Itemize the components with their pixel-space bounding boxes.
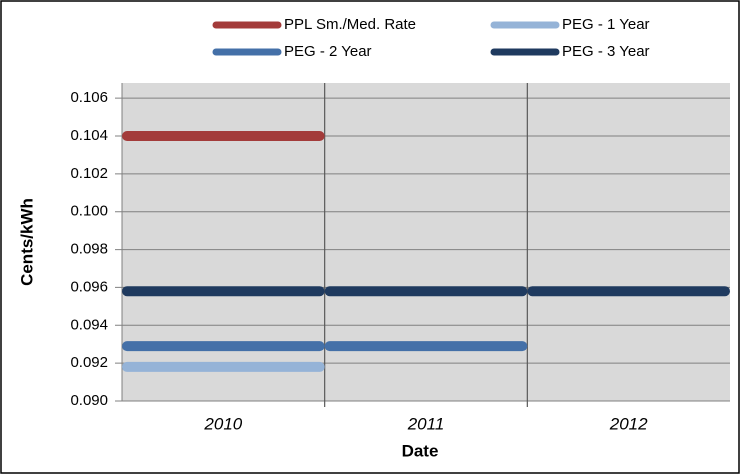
y-axis-label: Cents/kWh [17,198,36,286]
legend-label: PPL Sm./Med. Rate [284,16,416,33]
plot-area [122,83,730,401]
y-tick-label: 0.092 [70,354,108,371]
y-tick-label: 0.094 [70,316,108,333]
y-tick-label: 0.104 [70,127,108,144]
x-tick-label: 2010 [203,414,242,433]
x-axis-label: Date [402,441,439,460]
legend-label: PEG - 2 Year [284,43,372,60]
y-tick-label: 0.096 [70,278,108,295]
y-tick-label: 0.102 [70,165,108,182]
y-tick-label: 0.100 [70,203,108,220]
y-tick-label: 0.090 [70,392,108,409]
x-tick-label: 2011 [407,414,445,433]
legend-label: PEG - 3 Year [562,43,650,60]
legend-label: PEG - 1 Year [562,16,650,33]
y-tick-label: 0.106 [70,89,108,106]
y-tick-label: 0.098 [70,241,108,258]
x-tick-label: 2012 [609,414,648,433]
